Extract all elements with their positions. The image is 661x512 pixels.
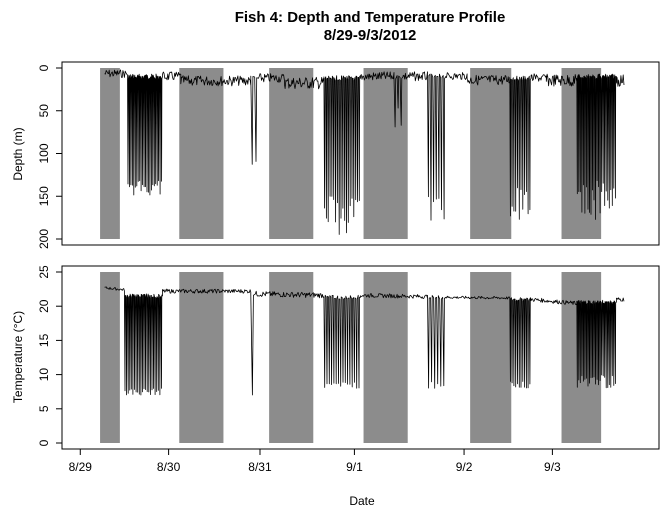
chart-title: Fish 4: Depth and Temperature Profile: [235, 9, 506, 26]
temperature-night-band: [269, 272, 314, 443]
depth-night-band: [269, 68, 314, 239]
depth-trace: [104, 69, 625, 235]
depth-night-band: [100, 68, 120, 239]
temperature-trace: [104, 286, 625, 396]
temperature-y-axis-label: Temperature (°C): [11, 311, 25, 403]
depth-y-tick-label: 100: [37, 143, 51, 163]
x-axis-label: Date: [349, 494, 375, 508]
temperature-night-band: [179, 272, 224, 443]
temperature-y-tick-label: 20: [37, 299, 51, 313]
x-tick-label: 9/3: [544, 460, 561, 474]
depth-y-tick-label: 50: [37, 104, 51, 118]
depth-panel: 0 50 100 150 200 Depth (m): [11, 61, 660, 249]
x-tick-label: 8/30: [157, 460, 181, 474]
x-tick-label: 8/31: [248, 460, 272, 474]
depth-y-axis-label: Depth (m): [11, 127, 25, 180]
temperature-y-tick-label: 10: [37, 368, 51, 382]
temperature-y-tick-label: 25: [37, 265, 51, 279]
depth-night-bands: [100, 68, 602, 239]
temperature-night-band: [100, 272, 120, 443]
temperature-y-tick-label: 15: [37, 333, 51, 347]
depth-y-tick-label: 200: [37, 229, 51, 249]
depth-y-tick-label: 0: [37, 64, 51, 71]
x-tick-label: 8/29: [69, 460, 93, 474]
temperature-panel: 0 5 10 15 20 25 Temperature (°C): [11, 265, 660, 450]
temperature-plot-frame: [61, 265, 660, 450]
depth-night-band: [363, 68, 408, 239]
chart-subtitle: 8/29-9/3/2012: [324, 27, 417, 44]
x-tick-label: 9/1: [346, 460, 363, 474]
depth-y-axis: 0 50 100 150 200: [37, 64, 62, 249]
temperature-y-axis: 0 5 10 15 20 25: [37, 265, 62, 446]
temperature-y-tick-label: 0: [37, 439, 51, 446]
temperature-night-band: [363, 272, 408, 443]
x-tick-label: 9/2: [456, 460, 473, 474]
depth-y-tick-label: 150: [37, 186, 51, 206]
temperature-y-tick-label: 5: [37, 405, 51, 412]
depth-night-band: [470, 68, 512, 239]
x-axis: 8/29 8/30 8/31 9/1 9/2 9/3: [69, 449, 561, 474]
temperature-night-band: [470, 272, 512, 443]
depth-night-band: [179, 68, 224, 239]
